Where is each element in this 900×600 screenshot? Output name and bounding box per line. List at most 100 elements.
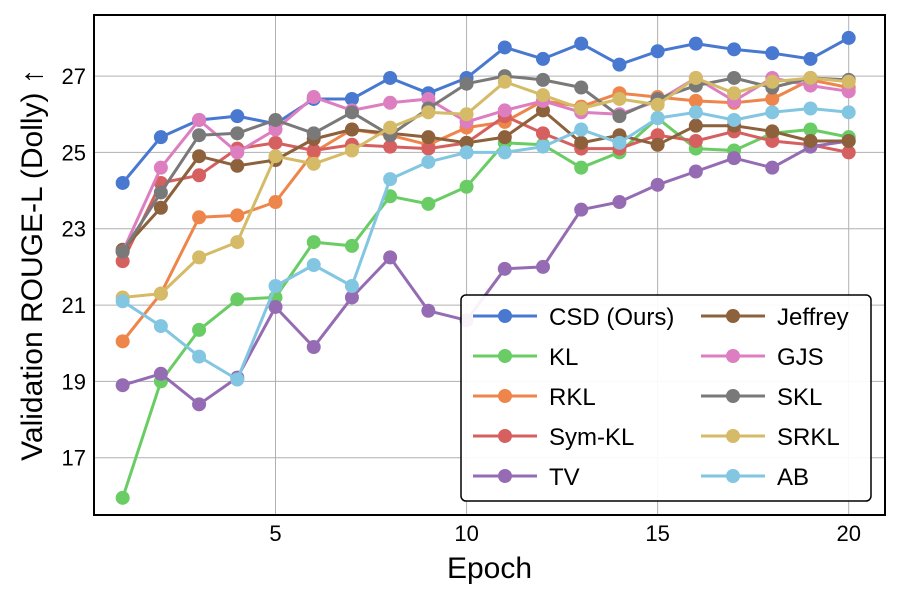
series-line-gjs: [121, 76, 849, 253]
data-point-skl: [230, 126, 245, 141]
data-point-ab: [306, 258, 321, 272]
data-point-tv: [535, 259, 550, 274]
data-point-ab: [459, 145, 474, 160]
data-point-tv: [306, 340, 321, 355]
data-point-kl: [230, 292, 245, 307]
y-tick-label: 19: [62, 369, 86, 394]
plot-frame: [93, 14, 886, 516]
data-point-kl: [803, 122, 818, 137]
data-point-tv: [650, 177, 665, 192]
data-point-gjs: [230, 145, 245, 160]
legend-item-jeffrey: Jeffrey: [701, 304, 849, 331]
data-point-tv: [421, 303, 436, 318]
data-point-skl: [115, 244, 130, 259]
data-point-tv: [153, 366, 168, 381]
legend-marker: [498, 429, 512, 443]
y-tick-label: 27: [62, 64, 86, 89]
legend: CSD (Ours) KL RKL Sym-KL TV Jeffrey GJS SKL SRKL…: [460, 294, 872, 502]
data-point-srkl: [192, 250, 207, 265]
data-point-sym-kl: [688, 133, 703, 148]
data-point-rkl: [688, 93, 703, 108]
legend-marker: [726, 309, 740, 323]
legend-item-csd-ours: CSD (Ours): [473, 304, 674, 331]
data-point-sym-kl: [841, 145, 856, 160]
data-point-sym-kl: [268, 135, 283, 150]
legend-item-rkl: RKL: [473, 384, 596, 411]
data-point-sym-kl: [306, 143, 321, 158]
data-point-kl: [459, 179, 474, 194]
data-point-srkl: [153, 286, 168, 301]
data-point-srkl: [574, 101, 589, 116]
data-point-tv: [383, 250, 398, 265]
data-point-kl: [115, 490, 130, 505]
data-point-rkl: [268, 195, 283, 210]
data-point-sym-kl: [192, 168, 207, 183]
data-point-rkl: [230, 208, 245, 223]
data-point-skl: [612, 109, 627, 124]
data-point-csd-ours: [344, 91, 359, 106]
data-point-tv: [765, 160, 780, 175]
data-point-ab: [650, 111, 665, 126]
series-line-srkl: [122, 76, 849, 299]
data-point-skl: [306, 126, 321, 141]
data-point-srkl: [306, 156, 321, 171]
legend-item-gjs: GJS: [701, 344, 824, 371]
series-srkl: [115, 70, 856, 305]
legend-item-srkl: SRKL: [701, 424, 840, 451]
data-point-sym-kl: [421, 141, 436, 156]
legend-label: Sym-KL: [549, 424, 634, 451]
data-point-jeffrey: [230, 158, 245, 173]
data-point-ab: [497, 145, 512, 160]
data-point-jeffrey: [574, 135, 589, 150]
legend-label: RKL: [549, 384, 596, 411]
data-point-srkl: [535, 88, 550, 103]
x-tick-label: 10: [454, 521, 478, 546]
data-point-skl: [344, 105, 359, 120]
data-point-csd-ours: [688, 36, 703, 51]
data-point-ab: [841, 105, 856, 120]
legend-label: SRKL: [777, 424, 840, 451]
data-point-rkl: [765, 91, 780, 106]
legend-marker: [726, 349, 740, 363]
data-point-ab: [765, 105, 780, 120]
data-point-rkl: [115, 334, 130, 349]
legend-marker: [726, 429, 740, 443]
legend-marker: [498, 349, 512, 363]
data-point-tv: [115, 378, 130, 393]
data-point-skl: [535, 72, 550, 87]
data-point-ab: [153, 319, 168, 334]
legend-marker: [498, 469, 512, 483]
data-point-skl: [727, 70, 742, 85]
legend-marker: [726, 469, 740, 483]
data-point-srkl: [421, 105, 436, 120]
data-point-skl: [153, 185, 168, 200]
data-point-sym-kl: [383, 139, 398, 154]
data-point-ab: [612, 135, 627, 150]
data-point-srkl: [841, 74, 856, 89]
data-point-ab: [344, 278, 359, 293]
data-point-jeffrey: [344, 122, 359, 137]
data-point-csd-ours: [230, 109, 245, 124]
data-point-gjs: [383, 95, 398, 110]
data-point-jeffrey: [153, 200, 168, 215]
data-point-skl: [459, 76, 474, 91]
legend-marker: [498, 309, 512, 323]
data-point-csd-ours: [115, 175, 130, 190]
data-point-skl: [268, 112, 283, 127]
data-point-srkl: [688, 70, 703, 85]
legend-item-sym-kl: Sym-KL: [473, 424, 634, 451]
data-point-tv: [727, 151, 742, 166]
legend-label: AB: [777, 464, 809, 491]
data-point-ab: [421, 154, 436, 169]
data-point-skl: [574, 80, 589, 95]
data-point-kl: [306, 235, 321, 250]
data-point-srkl: [727, 86, 742, 101]
data-point-srkl: [268, 149, 283, 164]
data-point-ab: [535, 139, 550, 154]
data-point-tv: [612, 195, 627, 210]
data-point-tv: [574, 202, 589, 217]
data-point-csd-ours: [153, 130, 168, 145]
data-point-jeffrey: [497, 130, 512, 145]
data-point-tv: [688, 164, 703, 179]
